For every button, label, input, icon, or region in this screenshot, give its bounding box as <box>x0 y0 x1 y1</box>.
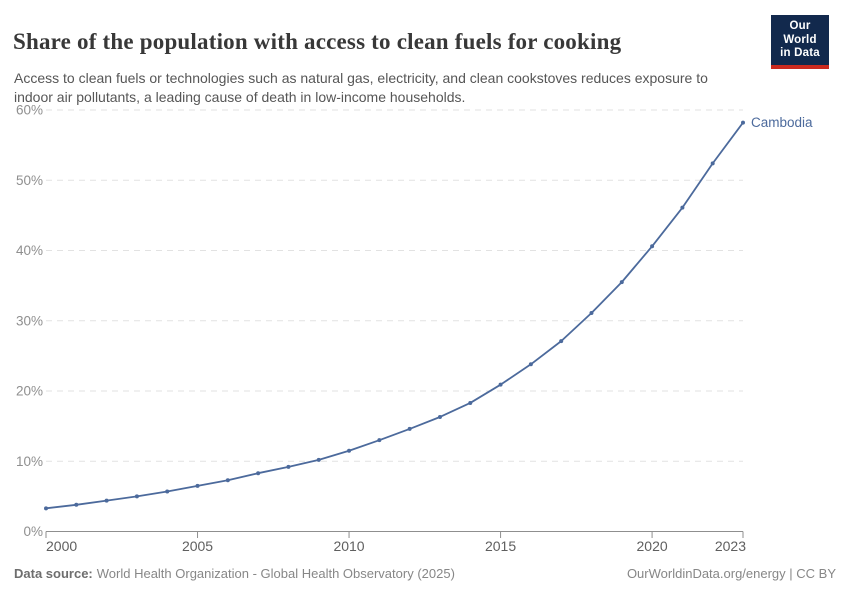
data-point <box>256 471 261 476</box>
data-point <box>559 339 564 344</box>
data-point <box>680 205 685 210</box>
y-axis-tick-label: 60% <box>16 103 43 118</box>
y-axis-tick-label: 40% <box>16 243 43 258</box>
y-axis-tick-label: 10% <box>16 454 43 469</box>
data-point <box>619 280 624 285</box>
y-axis-tick-label: 0% <box>23 524 43 539</box>
data-point <box>650 244 655 249</box>
x-axis-tick-label: 2023 <box>715 538 746 554</box>
data-point <box>195 483 200 488</box>
data-point <box>225 478 230 483</box>
data-source-value: World Health Organization - Global Healt… <box>96 566 455 581</box>
chart-subtitle: Access to clean fuels or technologies su… <box>14 70 708 105</box>
owid-logo-line2: in Data <box>780 47 820 59</box>
data-point <box>377 438 382 443</box>
data-point <box>528 362 533 367</box>
data-point <box>104 498 109 503</box>
data-point <box>589 311 594 316</box>
owid-logo-line1: Our World <box>783 20 817 46</box>
x-axis-tick-label: 2000 <box>46 538 77 554</box>
y-axis-tick-label: 30% <box>16 313 43 328</box>
data-point <box>316 457 321 462</box>
data-source: Data source: World Health Organization - … <box>14 566 455 581</box>
data-point <box>437 414 442 419</box>
data-point <box>741 120 745 125</box>
page-title: Share of the population with access to c… <box>13 29 622 55</box>
x-axis-tick-label: 2010 <box>333 538 364 554</box>
data-point <box>468 400 473 405</box>
data-point <box>74 502 79 507</box>
data-source-label: Data source: <box>14 566 93 581</box>
x-axis-tick-label: 2005 <box>182 538 213 554</box>
chart-footer: Data source: World Health Organization - … <box>14 566 836 581</box>
owid-logo: Our World in Data <box>771 15 829 69</box>
y-axis-tick-label: 20% <box>16 384 43 399</box>
data-point <box>286 464 291 469</box>
data-point <box>134 494 139 499</box>
x-axis-tick-label: 2020 <box>637 538 668 554</box>
y-axis-tick-label: 50% <box>16 173 43 188</box>
data-point <box>407 426 412 431</box>
data-point <box>710 161 715 166</box>
data-point <box>498 382 503 387</box>
series-label: Cambodia <box>751 115 813 130</box>
footer-link[interactable]: OurWorldinData.org/energy | CC BY <box>626 566 836 581</box>
x-axis-tick-label: 2015 <box>485 538 516 554</box>
data-point <box>347 448 352 453</box>
data-point <box>44 506 48 511</box>
data-line <box>45 122 744 510</box>
data-point <box>165 489 170 494</box>
